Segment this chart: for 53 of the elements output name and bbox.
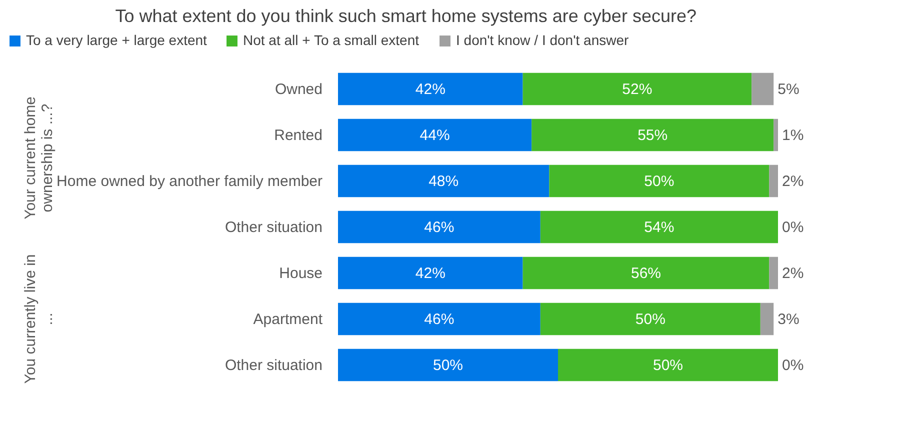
bar (522, 256, 770, 290)
data-label: 48% (428, 173, 459, 190)
bar (338, 348, 558, 382)
y-tick-label: Owned (274, 81, 322, 98)
bar (338, 72, 523, 106)
legend-label: To a very large + large extent (26, 32, 208, 48)
data-label: 50% (635, 311, 666, 328)
data-label: 2% (782, 265, 804, 282)
bar (769, 256, 778, 290)
data-label: 55% (638, 127, 668, 144)
data-label: 3% (778, 311, 800, 328)
data-label: 50% (644, 173, 674, 190)
text: Your current home ownership is ...? (22, 96, 56, 220)
y-tick-label: House (279, 265, 322, 282)
data-label: 44% (420, 127, 450, 144)
bar (540, 302, 760, 336)
chart-title: To what extent do you think such smart home systems are cyber secure? (115, 6, 696, 26)
bar (338, 118, 532, 152)
y-tick-label: Other situation (224, 357, 322, 374)
bar (338, 256, 523, 290)
bar (752, 72, 774, 106)
bar (338, 302, 540, 336)
bar (769, 164, 778, 198)
data-label: 0% (782, 357, 804, 374)
data-label: 42% (415, 265, 446, 282)
data-label: 0% (782, 219, 804, 236)
data-label: 56% (630, 265, 662, 282)
bar (760, 302, 774, 336)
data-label: 50% (432, 357, 464, 374)
text: You currently live in ... (22, 254, 56, 384)
bar (774, 118, 778, 152)
data-label: 42% (415, 81, 446, 98)
bar (549, 164, 770, 198)
bar (522, 72, 752, 106)
legend-label: Not at all + To a small extent (243, 32, 420, 48)
bar (532, 118, 774, 152)
bar (558, 348, 778, 382)
data-label: 50% (652, 357, 684, 374)
bar (338, 164, 550, 198)
y-tick-label: Other situation (224, 219, 322, 236)
y-tick-label: Apartment (253, 311, 324, 328)
data-label: 46% (424, 219, 454, 236)
bar (338, 210, 540, 244)
data-label: 2% (782, 173, 804, 190)
y-tick-label: Home owned by another family member (56, 173, 322, 190)
data-label: 54% (644, 219, 674, 236)
data-label: 46% (424, 311, 454, 328)
data-label: 5% (778, 81, 800, 98)
bar (540, 210, 778, 244)
legend-label: I don't know / I don't answer (456, 32, 629, 48)
data-label: 1% (782, 127, 804, 144)
y-tick-label: Rented (274, 127, 322, 144)
data-label: 52% (622, 81, 652, 98)
